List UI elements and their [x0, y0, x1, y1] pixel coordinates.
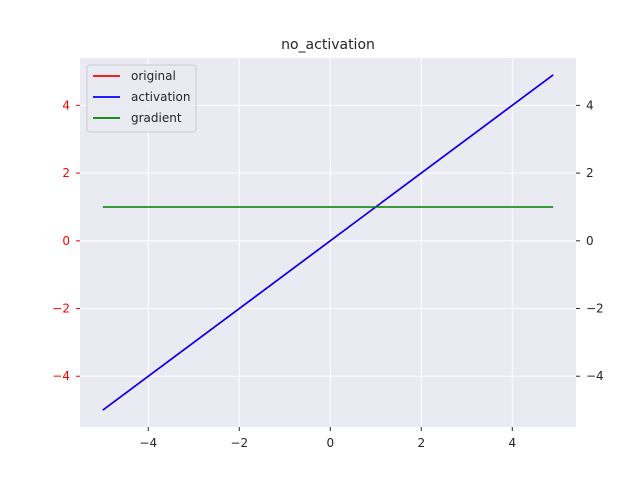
left-y-axis-ticks: −4 −2 0 2 4 [52, 98, 80, 383]
x-tick-label: 2 [417, 436, 425, 450]
right-y-tick-label: 0 [586, 234, 594, 248]
x-tick-label: 4 [508, 436, 516, 450]
right-y-tick-label: 4 [586, 98, 594, 112]
x-tick-label: 0 [326, 436, 334, 450]
chart-title: no_activation [281, 37, 375, 53]
right-y-tick-label: 2 [586, 166, 594, 180]
legend-label-gradient: gradient [131, 111, 182, 125]
grid [80, 58, 576, 427]
series-line-activation [102, 74, 554, 411]
x-tick-label: −4 [139, 436, 157, 450]
right-y-axis-ticks: −4 −2 0 2 4 [576, 98, 604, 383]
series-group [102, 74, 554, 411]
left-y-tick-label: −2 [52, 302, 70, 316]
x-axis-ticks: −4 −2 0 2 4 [139, 427, 516, 450]
left-y-tick-label: 2 [62, 166, 70, 180]
x-tick-label: −2 [230, 436, 248, 450]
right-y-tick-label: −2 [586, 302, 604, 316]
right-y-tick-label: −4 [586, 369, 604, 383]
left-y-tick-label: 0 [62, 234, 70, 248]
legend-box [86, 64, 197, 133]
legend: original activation gradient [86, 64, 197, 133]
left-y-tick-label: −4 [52, 369, 70, 383]
legend-label-original: original [131, 69, 176, 83]
left-y-tick-label: 4 [62, 98, 70, 112]
legend-label-activation: activation [131, 90, 190, 104]
